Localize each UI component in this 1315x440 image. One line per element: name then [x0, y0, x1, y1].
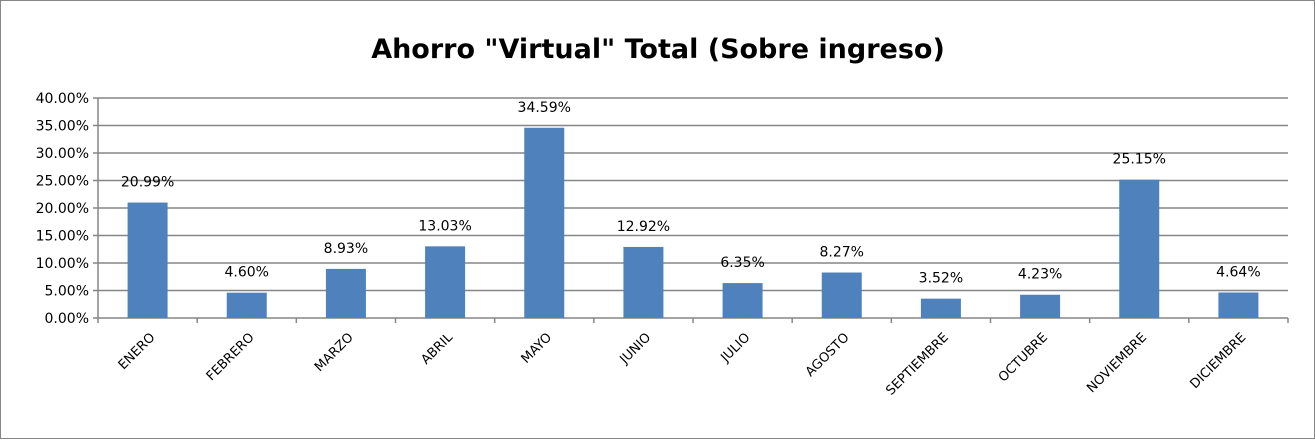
x-category-label: OCTUBRE [996, 330, 1051, 385]
bar [623, 246, 664, 318]
y-tick-label: 20.00% [36, 201, 89, 217]
x-category-label: DICIEMBRE [1187, 330, 1249, 392]
data-label: 20.99% [121, 175, 174, 191]
x-category-label: JUNIO [617, 330, 655, 368]
data-label: 3.52% [919, 271, 963, 287]
bar [1119, 179, 1160, 318]
bar [127, 202, 168, 318]
data-label: 8.93% [324, 241, 368, 257]
bar [1020, 294, 1061, 318]
x-category-label: NOVIEMBRE [1084, 330, 1150, 396]
data-label: 4.60% [225, 265, 269, 281]
y-tick-label: 5.00% [45, 284, 89, 300]
x-category-label: MAYO [519, 330, 555, 366]
y-tick-label: 0.00% [45, 311, 89, 327]
data-label: 8.27% [820, 245, 864, 261]
bar [821, 272, 862, 318]
y-tick-label: 10.00% [36, 256, 89, 272]
y-tick-label: 15.00% [36, 229, 89, 245]
data-label: 34.59% [518, 100, 571, 116]
data-label: 4.64% [1216, 264, 1260, 280]
x-category-label: ABRIL [418, 330, 456, 368]
x-category-label: MARZO [312, 330, 357, 375]
bar [920, 298, 961, 318]
bar [325, 268, 366, 318]
bar [226, 292, 267, 318]
data-label: 12.92% [617, 219, 670, 235]
chart-title: Ahorro "Virtual" Total (Sobre ingreso) [371, 34, 945, 65]
x-category-label: SEPTIEMBRE [883, 330, 951, 398]
x-category-label: JULIO [718, 330, 754, 366]
x-category-label: ENERO [116, 330, 159, 373]
bar [722, 283, 763, 318]
data-label: 25.15% [1113, 152, 1166, 168]
y-tick-label: 30.00% [36, 146, 89, 162]
data-label: 6.35% [720, 255, 764, 271]
bar [1218, 292, 1259, 318]
x-category-label: AGOSTO [803, 330, 853, 380]
y-tick-label: 25.00% [36, 174, 89, 190]
x-category-label: FEBRERO [204, 330, 258, 384]
y-tick-label: 40.00% [36, 91, 89, 107]
bar [524, 127, 565, 318]
y-tick-label: 35.00% [36, 119, 89, 135]
data-label: 13.03% [418, 218, 471, 234]
bar [425, 246, 466, 318]
data-label: 4.23% [1018, 267, 1062, 283]
